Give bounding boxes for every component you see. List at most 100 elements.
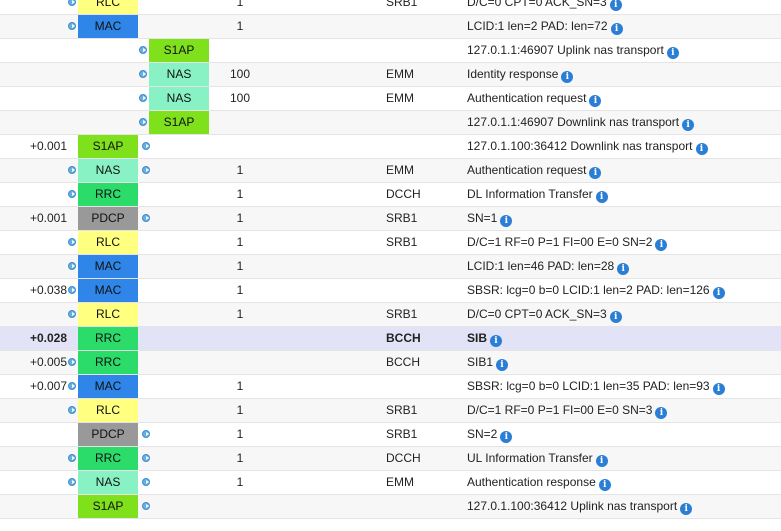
description-text: Authentication request xyxy=(467,163,587,177)
count: 1 xyxy=(236,187,244,201)
description-text: D/C=1 RF=0 P=1 FI=00 E=0 SN=2 xyxy=(467,235,653,249)
info-icon[interactable]: i xyxy=(500,431,513,443)
log-row[interactable]: RLC 1 SRB1 D/C=1 RF=0 P=1 FI=00 E=0 SN=2 i xyxy=(0,231,781,255)
log-row[interactable]: +0.001 S1AP 127.0.1.100:36412 Downlink nas… xyxy=(0,135,781,159)
log-row[interactable]: NAS 1 EMM Authentication response i xyxy=(0,471,781,495)
description-text: LCID:1 len=2 PAD: len=72 xyxy=(467,19,608,33)
log-row[interactable]: +0.038 MAC 1 SBSR: lcg=0 b=0 LCID:1 len=2 P… xyxy=(0,279,781,303)
info-icon[interactable]: i xyxy=(595,191,608,203)
log-row[interactable]: NAS 100 EMM Identity response i xyxy=(0,63,781,87)
info-icon[interactable]: i xyxy=(680,503,693,515)
log-row[interactable]: S1AP 127.0.1.1:46907 Downlink nas transpo… xyxy=(0,111,781,135)
layer-badge: RRC xyxy=(78,183,138,206)
log-row[interactable]: S1AP 127.0.1.1:46907 Uplink nas transport… xyxy=(0,39,781,63)
layer-badge: NAS xyxy=(78,159,138,182)
info-icon[interactable]: i xyxy=(500,215,513,227)
log-row[interactable]: +0.007 MAC 1 SBSR: lcg=0 b=0 LCID:1 len=35 … xyxy=(0,375,781,399)
info-icon[interactable]: i xyxy=(682,119,695,131)
log-row[interactable]: NAS 1 EMM Authentication request i xyxy=(0,159,781,183)
channel: EMM xyxy=(386,163,414,177)
channel: EMM xyxy=(386,91,414,105)
timestamp: +0.038 xyxy=(29,283,67,297)
log-row[interactable]: +0.028 RRC BCCH SIB i xyxy=(0,327,781,351)
description: SN=2 i xyxy=(467,423,513,446)
description: LCID:1 len=46 PAD: len=28 i xyxy=(467,255,630,278)
timestamp: +0.001 xyxy=(29,139,67,153)
info-icon[interactable]: i xyxy=(589,95,602,107)
description-text: SN=1 xyxy=(467,211,498,225)
log-row[interactable]: +0.001 PDCP 1 SRB1 SN=1 i xyxy=(0,207,781,231)
arrow-right-icon xyxy=(68,478,76,486)
count: 1 xyxy=(236,403,244,417)
info-icon[interactable]: i xyxy=(561,71,574,83)
log-row[interactable]: RLC 1 SRB1 D/C=0 CPT=0 ACK_SN=3 i xyxy=(0,303,781,327)
info-icon[interactable]: i xyxy=(712,383,725,395)
description-text: SIB xyxy=(467,331,488,345)
description: Identity response i xyxy=(467,63,574,86)
info-icon[interactable]: i xyxy=(655,239,668,251)
layer-badge: S1AP xyxy=(149,39,209,62)
description: D/C=0 CPT=0 ACK_SN=3 i xyxy=(467,303,622,326)
channel: SRB1 xyxy=(386,427,418,441)
count xyxy=(230,111,250,134)
description-text: D/C=0 CPT=0 ACK_SN=3 xyxy=(467,307,607,321)
log-row[interactable]: RLC 1 SRB1 D/C=0 CPT=0 ACK_SN=3 i xyxy=(0,0,781,15)
log-row[interactable]: RLC 1 SRB1 D/C=1 RF=0 P=1 FI=00 E=0 SN=3 i xyxy=(0,399,781,423)
arrow-right-icon xyxy=(142,502,150,510)
info-icon[interactable]: i xyxy=(598,479,611,491)
arrow-right-icon xyxy=(139,46,147,54)
timestamp: +0.007 xyxy=(29,379,67,393)
channel: DCCH xyxy=(386,451,421,465)
description-text: SBSR: lcg=0 b=0 LCID:1 len=2 PAD: len=12… xyxy=(467,283,710,297)
info-icon[interactable]: i xyxy=(617,263,630,275)
info-icon[interactable]: i xyxy=(610,23,623,35)
arrow-right-icon xyxy=(68,382,76,390)
log-row[interactable]: NAS 100 EMM Authentication request i xyxy=(0,87,781,111)
info-icon[interactable]: i xyxy=(609,0,622,11)
info-icon[interactable]: i xyxy=(589,167,602,179)
info-icon[interactable]: i xyxy=(496,359,509,371)
log-row[interactable]: RRC 1 DCCH DL Information Transfer i xyxy=(0,183,781,207)
description: SIB i xyxy=(467,327,503,350)
log-row[interactable]: S1AP 127.0.1.100:36412 Uplink nas transpo… xyxy=(0,495,781,519)
count: 1 xyxy=(236,19,244,33)
count xyxy=(230,39,250,62)
log-row[interactable]: +0.005 RRC BCCH SIB1 i xyxy=(0,351,781,375)
arrow-right-icon xyxy=(142,430,150,438)
log-row[interactable]: PDCP 1 SRB1 SN=2 i xyxy=(0,423,781,447)
channel: EMM xyxy=(386,475,414,489)
arrow-right-icon xyxy=(68,22,76,30)
channel: SRB1 xyxy=(386,307,418,321)
log-row[interactable]: MAC 1 LCID:1 len=46 PAD: len=28 i xyxy=(0,255,781,279)
description: SBSR: lcg=0 b=0 LCID:1 len=35 PAD: len=9… xyxy=(467,375,725,398)
info-icon[interactable]: i xyxy=(490,335,503,347)
channel: SRB1 xyxy=(386,211,418,225)
description-text: Authentication response xyxy=(467,475,596,489)
channel: SRB1 xyxy=(386,0,418,9)
layer-badge: MAC xyxy=(78,279,138,302)
arrow-right-icon xyxy=(68,310,76,318)
log-row[interactable]: RRC 1 DCCH UL Information Transfer i xyxy=(0,447,781,471)
description-text: UL Information Transfer xyxy=(467,451,593,465)
channel: EMM xyxy=(386,67,414,81)
arrow-right-icon xyxy=(68,238,76,246)
arrow-right-icon xyxy=(68,406,76,414)
channel: DCCH xyxy=(386,187,421,201)
info-icon[interactable]: i xyxy=(666,47,679,59)
info-icon[interactable]: i xyxy=(655,407,668,419)
arrow-right-icon xyxy=(142,478,150,486)
count: 100 xyxy=(230,91,251,105)
arrow-right-icon xyxy=(142,214,150,222)
arrow-right-icon xyxy=(68,166,76,174)
description: LCID:1 len=2 PAD: len=72 i xyxy=(467,15,623,38)
channel: BCCH xyxy=(386,355,421,369)
count xyxy=(230,351,250,374)
info-icon[interactable]: i xyxy=(609,311,622,323)
layer-badge: NAS xyxy=(149,63,209,86)
arrow-right-icon xyxy=(139,118,147,126)
description: UL Information Transfer i xyxy=(467,447,608,470)
info-icon[interactable]: i xyxy=(712,287,725,299)
info-icon[interactable]: i xyxy=(695,143,708,155)
info-icon[interactable]: i xyxy=(595,455,608,467)
log-row[interactable]: MAC 1 LCID:1 len=2 PAD: len=72 i xyxy=(0,15,781,39)
